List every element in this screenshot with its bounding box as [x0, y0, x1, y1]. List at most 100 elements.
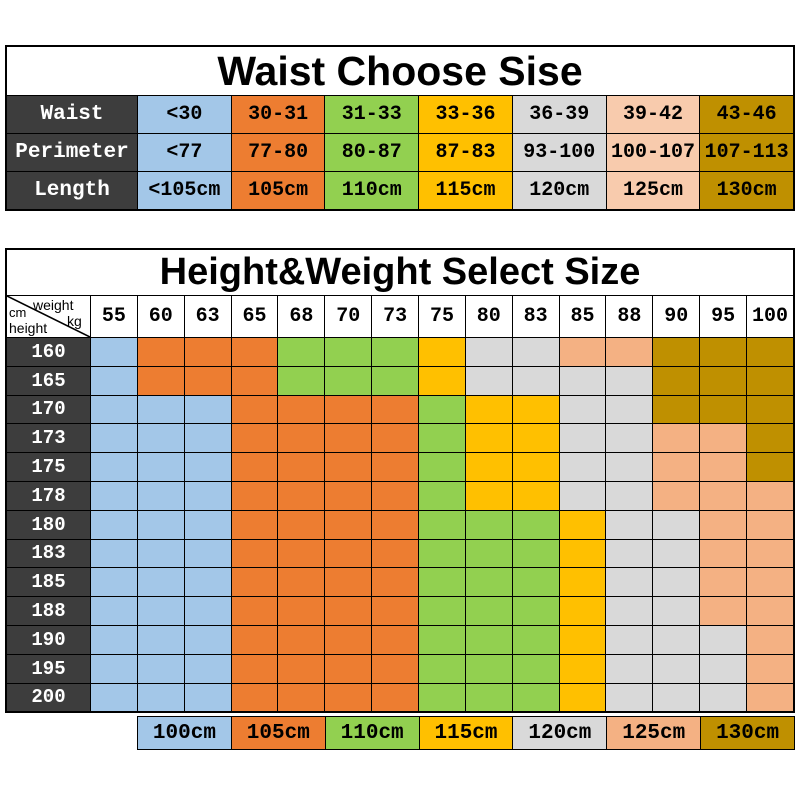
- size-cell: [277, 510, 325, 539]
- size-cell: [746, 625, 793, 654]
- waist-cell: 36-39: [511, 96, 606, 133]
- corner-weight-label: weight: [33, 297, 74, 313]
- height-label: 185: [7, 568, 90, 597]
- size-cell: [699, 366, 747, 395]
- size-cell: [418, 683, 465, 712]
- size-cell: [90, 338, 137, 366]
- size-cell: [418, 453, 465, 481]
- size-cell: [277, 539, 325, 568]
- size-cell: [558, 510, 606, 539]
- waist-cell: 107-113: [699, 134, 794, 171]
- size-cell: [183, 453, 231, 481]
- size-cell: [136, 395, 184, 424]
- size-grid-row: 178: [7, 480, 793, 510]
- size-cell: [605, 625, 653, 654]
- size-cell: [230, 453, 278, 481]
- size-cell: [746, 683, 793, 712]
- size-cell: [418, 568, 465, 597]
- size-cell: [511, 539, 559, 568]
- size-cell: [183, 597, 231, 625]
- size-cell: [652, 625, 700, 654]
- size-cell: [464, 683, 512, 712]
- height-weight-table: Height&Weight Select Size cm weight heig…: [5, 248, 795, 714]
- size-grid-row: 190: [7, 624, 793, 654]
- waist-row-label: Perimeter: [7, 134, 137, 171]
- legend-item: 125cm: [606, 717, 701, 749]
- size-cell: [699, 424, 747, 453]
- waist-cell: <30: [137, 96, 231, 133]
- size-cell: [652, 395, 700, 424]
- legend-item: 110cm: [324, 717, 419, 749]
- weight-header-cells: 55 60 63 65 68 70 73 75 80 83 85 88 90 95 100: [90, 296, 793, 337]
- weight-header-cell: 65: [230, 296, 278, 337]
- waist-cell: 31-33: [324, 96, 419, 133]
- size-cell: [746, 338, 793, 366]
- size-cell: [371, 625, 419, 654]
- size-grid-row: 183: [7, 538, 793, 568]
- size-cell: [277, 366, 325, 395]
- size-grid-row: 195: [7, 653, 793, 683]
- waist-cell: 43-46: [699, 96, 794, 133]
- size-cell: [324, 395, 372, 424]
- waist-cell: 115cm: [418, 172, 512, 209]
- size-cell: [464, 453, 512, 481]
- weight-header-cell: 90: [652, 296, 700, 337]
- weight-header-cell: 95: [699, 296, 747, 337]
- size-cell: [464, 424, 512, 453]
- height-label: 180: [7, 510, 90, 539]
- size-cell: [418, 510, 465, 539]
- size-cell: [90, 597, 137, 625]
- size-cell: [371, 510, 419, 539]
- waist-cell: 100-107: [605, 134, 700, 171]
- size-cell: [277, 597, 325, 625]
- size-cell: [183, 539, 231, 568]
- height-label: 183: [7, 539, 90, 568]
- size-cell: [558, 481, 606, 510]
- size-cell: [652, 654, 700, 683]
- size-cell: [90, 395, 137, 424]
- size-cell: [90, 654, 137, 683]
- size-cell: [230, 481, 278, 510]
- size-cell: [605, 568, 653, 597]
- size-cell: [230, 395, 278, 424]
- size-cell: [90, 453, 137, 481]
- size-cell: [699, 453, 747, 481]
- size-cell: [605, 338, 653, 366]
- size-cell: [183, 654, 231, 683]
- size-cell: [136, 539, 184, 568]
- diagonal-divider-icon: [7, 296, 90, 337]
- size-grid-row: 188: [7, 596, 793, 625]
- size-cell: [371, 568, 419, 597]
- size-cell: [324, 625, 372, 654]
- size-cell: [324, 597, 372, 625]
- waist-cell: 77-80: [230, 134, 325, 171]
- size-cell: [558, 597, 606, 625]
- size-cell: [605, 366, 653, 395]
- size-cell: [90, 424, 137, 453]
- height-label: 188: [7, 597, 90, 625]
- size-cell: [230, 338, 278, 366]
- weight-header-cell: 68: [277, 296, 325, 337]
- size-cell: [511, 510, 559, 539]
- size-cell: [371, 453, 419, 481]
- height-label: 195: [7, 654, 90, 683]
- size-cell: [136, 453, 184, 481]
- size-cell: [558, 395, 606, 424]
- size-cell: [464, 481, 512, 510]
- size-cell: [230, 625, 278, 654]
- waist-table-body: Waist <30 30-31 31-33 33-36 36-39 39-42 43-46 Pe…: [7, 95, 794, 209]
- size-cell: [652, 568, 700, 597]
- height-label: 200: [7, 683, 90, 712]
- size-cell: [277, 453, 325, 481]
- size-cell: [652, 510, 700, 539]
- size-cell: [90, 683, 137, 712]
- size-cell: [371, 683, 419, 712]
- size-cell: [136, 597, 184, 625]
- size-cell: [511, 453, 559, 481]
- waist-cell: 110cm: [324, 172, 419, 209]
- size-cell: [277, 654, 325, 683]
- waist-row: Perimeter <77 77-80 80-87 87-83 93-100 100-107…: [7, 133, 794, 171]
- size-cell: [136, 510, 184, 539]
- waist-row: Length <105cm 105cm 110cm 115cm 120cm 125cm 130…: [7, 171, 794, 209]
